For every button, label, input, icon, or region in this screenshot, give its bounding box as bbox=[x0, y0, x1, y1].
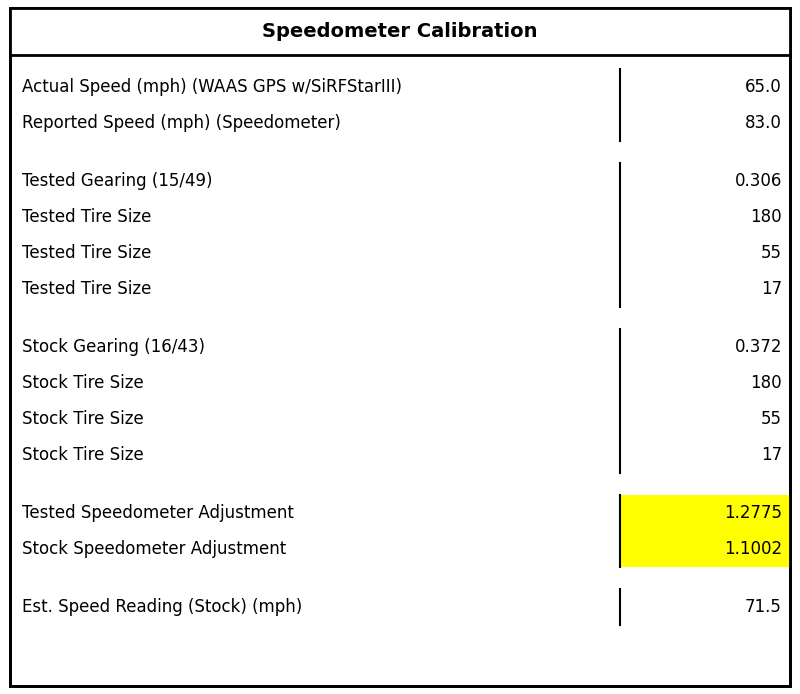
Text: Tested Gearing (15/49): Tested Gearing (15/49) bbox=[22, 172, 213, 190]
Text: 17: 17 bbox=[761, 446, 782, 464]
Text: 17: 17 bbox=[761, 280, 782, 298]
Bar bbox=[10, 8, 790, 55]
Text: 0.306: 0.306 bbox=[734, 172, 782, 190]
Text: 55: 55 bbox=[761, 410, 782, 428]
Bar bbox=[620, 495, 790, 531]
Bar bbox=[620, 531, 790, 567]
Text: Est. Speed Reading (Stock) (mph): Est. Speed Reading (Stock) (mph) bbox=[22, 598, 302, 616]
Text: Tested Tire Size: Tested Tire Size bbox=[22, 244, 151, 262]
Text: Tested Tire Size: Tested Tire Size bbox=[22, 280, 151, 298]
Text: Reported Speed (mph) (Speedometer): Reported Speed (mph) (Speedometer) bbox=[22, 114, 341, 132]
Text: Stock Tire Size: Stock Tire Size bbox=[22, 446, 144, 464]
Text: 71.5: 71.5 bbox=[745, 598, 782, 616]
Text: 55: 55 bbox=[761, 244, 782, 262]
Text: 180: 180 bbox=[750, 374, 782, 392]
Text: Stock Speedometer Adjustment: Stock Speedometer Adjustment bbox=[22, 540, 286, 558]
Text: Stock Gearing (16/43): Stock Gearing (16/43) bbox=[22, 338, 205, 356]
Text: Actual Speed (mph) (WAAS GPS w/SiRFStarIII): Actual Speed (mph) (WAAS GPS w/SiRFStarI… bbox=[22, 78, 402, 96]
Text: Speedometer Calibration: Speedometer Calibration bbox=[262, 22, 538, 41]
Text: Tested Speedometer Adjustment: Tested Speedometer Adjustment bbox=[22, 504, 294, 522]
Text: 180: 180 bbox=[750, 208, 782, 226]
Text: 0.372: 0.372 bbox=[734, 338, 782, 356]
Text: Tested Tire Size: Tested Tire Size bbox=[22, 208, 151, 226]
Text: Stock Tire Size: Stock Tire Size bbox=[22, 410, 144, 428]
Text: 1.1002: 1.1002 bbox=[724, 540, 782, 558]
Text: 65.0: 65.0 bbox=[746, 78, 782, 96]
Text: 1.2775: 1.2775 bbox=[724, 504, 782, 522]
Text: 83.0: 83.0 bbox=[745, 114, 782, 132]
Text: Stock Tire Size: Stock Tire Size bbox=[22, 374, 144, 392]
